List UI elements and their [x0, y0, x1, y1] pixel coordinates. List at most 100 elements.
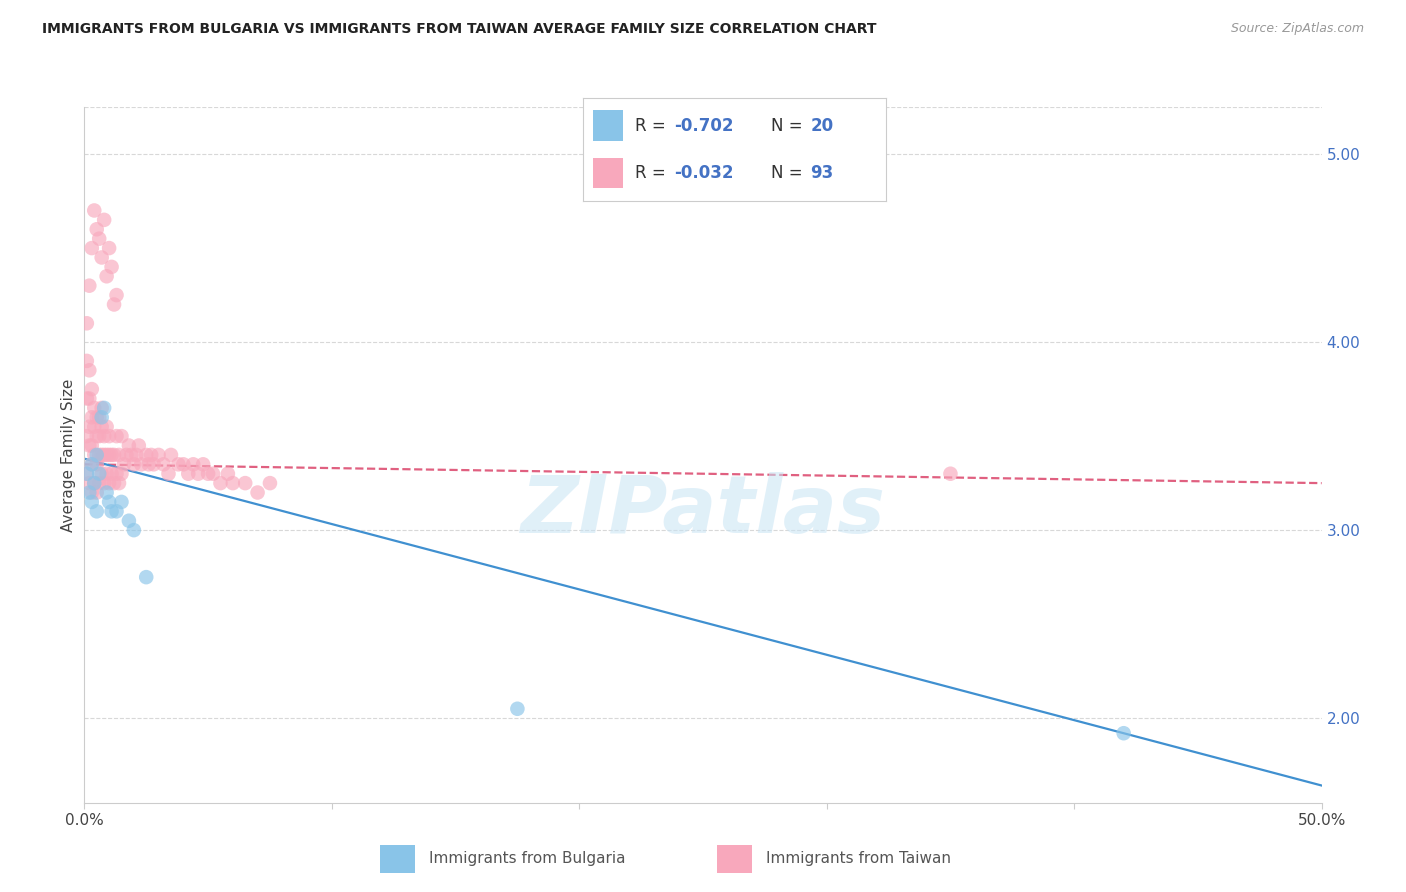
Point — [100, 467, 122, 481]
Point — [89, 476, 111, 491]
Point — [93, 476, 115, 491]
Text: IMMIGRANTS FROM BULGARIA VS IMMIGRANTS FROM TAIWAN AVERAGE FAMILY SIZE CORRELATI: IMMIGRANTS FROM BULGARIA VS IMMIGRANTS F… — [42, 22, 877, 37]
Point — [86, 410, 108, 425]
Point — [86, 429, 108, 443]
Point — [108, 476, 131, 491]
Point — [80, 485, 103, 500]
Point — [80, 495, 103, 509]
Bar — [592, 158, 623, 188]
Point — [135, 570, 157, 584]
Point — [105, 288, 128, 302]
Point — [79, 363, 101, 377]
Point — [86, 485, 108, 500]
Bar — [592, 111, 623, 141]
Point — [100, 504, 122, 518]
Point — [110, 429, 132, 443]
Point — [103, 476, 125, 491]
Point — [90, 410, 112, 425]
Point — [79, 278, 101, 293]
Point — [110, 467, 132, 481]
Bar — [717, 845, 752, 872]
Point — [76, 392, 98, 406]
Point — [120, 448, 142, 462]
Point — [141, 448, 163, 462]
Point — [89, 232, 111, 246]
Point — [83, 419, 105, 434]
Point — [83, 203, 105, 218]
Bar — [380, 845, 415, 872]
Point — [125, 448, 148, 462]
Point — [79, 392, 101, 406]
Point — [93, 212, 115, 227]
Point — [103, 297, 125, 311]
Text: R =: R = — [636, 117, 671, 135]
Point — [100, 448, 122, 462]
Point — [76, 316, 98, 330]
Point — [76, 354, 98, 368]
Point — [89, 448, 111, 462]
Text: N =: N = — [770, 117, 808, 135]
Point — [177, 467, 200, 481]
Point — [246, 485, 269, 500]
Point — [86, 504, 108, 518]
Point — [112, 458, 135, 472]
Point — [76, 429, 98, 443]
Point — [96, 269, 118, 284]
Point — [122, 523, 145, 537]
Point — [89, 467, 111, 481]
Point — [105, 504, 128, 518]
Point — [135, 448, 157, 462]
Text: -0.702: -0.702 — [675, 117, 734, 135]
Point — [96, 419, 118, 434]
Point — [108, 448, 131, 462]
Point — [96, 485, 118, 500]
Point — [98, 495, 121, 509]
Point — [79, 485, 101, 500]
Point — [98, 429, 121, 443]
Point — [90, 467, 112, 481]
Point — [76, 467, 98, 481]
Point — [89, 429, 111, 443]
Point — [86, 222, 108, 236]
Point — [86, 448, 108, 462]
Point — [118, 514, 141, 528]
Text: R =: R = — [636, 164, 671, 182]
Point — [939, 467, 962, 481]
Point — [1112, 726, 1135, 740]
Point — [80, 438, 103, 452]
Point — [115, 448, 138, 462]
Point — [93, 401, 115, 415]
Y-axis label: Average Family Size: Average Family Size — [60, 378, 76, 532]
Point — [191, 458, 214, 472]
Point — [122, 458, 145, 472]
Point — [86, 458, 108, 472]
Point — [129, 458, 152, 472]
Point — [105, 467, 128, 481]
Point — [79, 438, 101, 452]
Point — [138, 458, 160, 472]
Point — [233, 476, 256, 491]
Point — [181, 458, 204, 472]
Point — [172, 458, 194, 472]
Point — [80, 458, 103, 472]
Point — [197, 467, 219, 481]
Text: Source: ZipAtlas.com: Source: ZipAtlas.com — [1230, 22, 1364, 36]
Point — [83, 448, 105, 462]
Point — [90, 251, 112, 265]
Point — [98, 241, 121, 255]
Point — [80, 410, 103, 425]
Point — [96, 448, 118, 462]
Point — [148, 448, 170, 462]
Point — [80, 458, 103, 472]
Point — [79, 476, 101, 491]
Point — [83, 476, 105, 491]
Text: -0.032: -0.032 — [675, 164, 734, 182]
Point — [118, 438, 141, 452]
Point — [103, 448, 125, 462]
Point — [152, 458, 174, 472]
Point — [79, 419, 101, 434]
Text: Immigrants from Bulgaria: Immigrants from Bulgaria — [429, 851, 626, 866]
Point — [167, 458, 190, 472]
Point — [76, 467, 98, 481]
Text: 20: 20 — [810, 117, 834, 135]
